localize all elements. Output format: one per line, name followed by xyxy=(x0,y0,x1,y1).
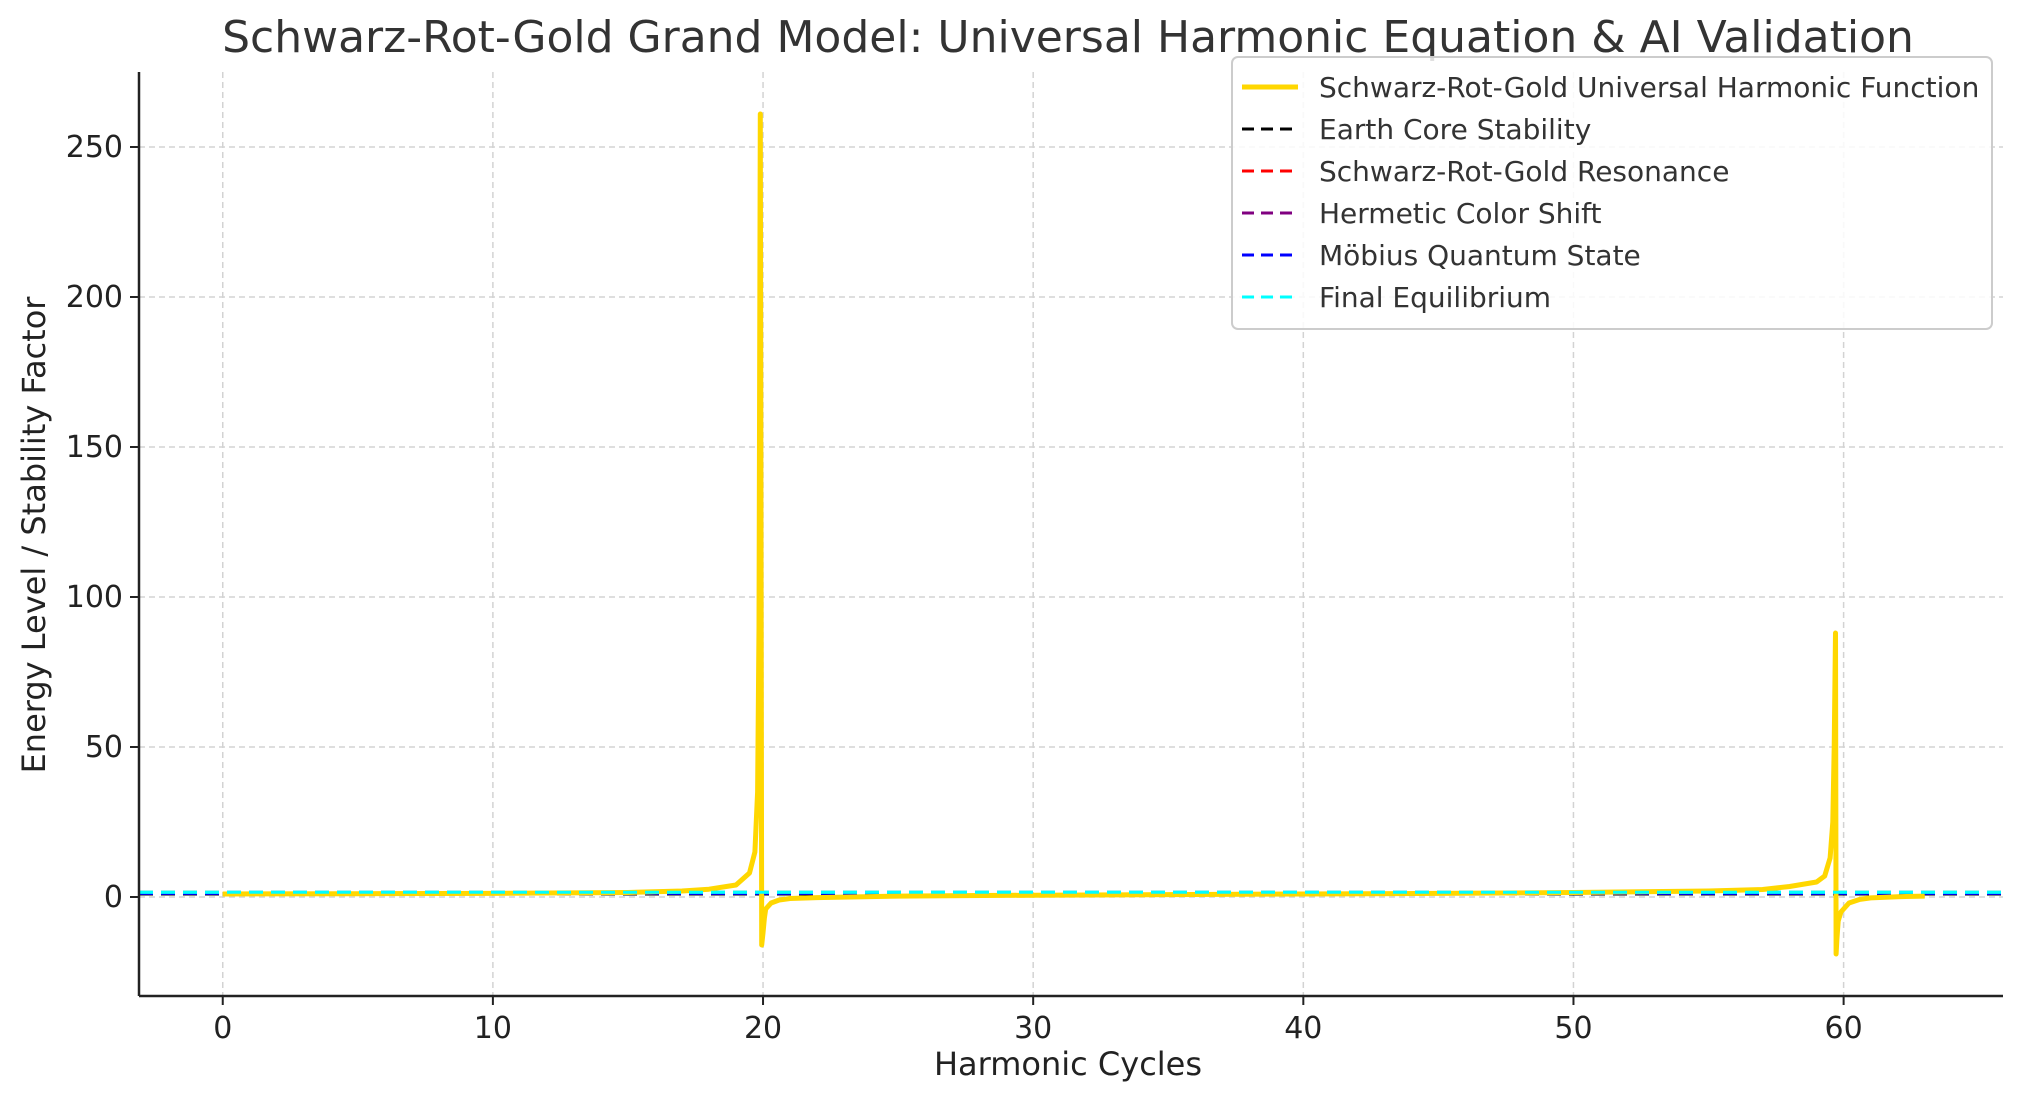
y-tick-label: 0 xyxy=(104,880,123,915)
legend-label: Final Equilibrium xyxy=(1319,281,1551,314)
legend-label: Schwarz-Rot-Gold Universal Harmonic Func… xyxy=(1319,71,1979,104)
ticks: 0 10 20 30 40 50 60 0 50 100 150 200 250 xyxy=(66,130,1863,1046)
legend-box xyxy=(1231,56,1993,330)
x-tick-label: 10 xyxy=(474,1011,512,1046)
chart-title: Schwarz-Rot-Gold Grand Model: Universal … xyxy=(222,12,1914,63)
legend-label: Schwarz-Rot-Gold Resonance xyxy=(1319,155,1729,188)
x-tick-label: 60 xyxy=(1825,1011,1863,1046)
y-tick-label: 200 xyxy=(66,280,123,315)
legend-label: Hermetic Color Shift xyxy=(1319,197,1602,230)
x-tick-label: 30 xyxy=(1014,1011,1052,1046)
y-tick-label: 100 xyxy=(66,580,123,615)
legend-label: Earth Core Stability xyxy=(1319,113,1591,146)
x-tick-label: 0 xyxy=(213,1011,232,1046)
x-axis-label: Harmonic Cycles xyxy=(934,1045,1202,1083)
plot-area xyxy=(139,111,2003,957)
y-tick-label: 50 xyxy=(85,730,123,765)
x-tick-label: 50 xyxy=(1554,1011,1592,1046)
y-axis-label: Energy Level / Stability Factor xyxy=(15,296,53,774)
axes xyxy=(137,72,2003,998)
series-line-1 xyxy=(222,111,1925,957)
x-tick-label: 20 xyxy=(744,1011,782,1046)
legend-label: Möbius Quantum State xyxy=(1319,239,1641,272)
y-tick-label: 150 xyxy=(66,430,123,465)
legend: Schwarz-Rot-Gold Universal Harmonic Func… xyxy=(1231,56,1993,330)
y-tick-label: 250 xyxy=(66,130,123,165)
x-tick-label: 40 xyxy=(1284,1011,1322,1046)
